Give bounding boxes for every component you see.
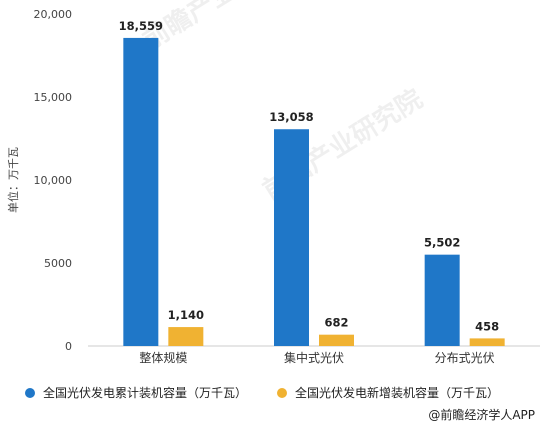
data-label: 18,559 <box>119 19 163 33</box>
bar-series1-0 <box>123 37 159 347</box>
y-tick-label: 10,000 <box>34 174 73 187</box>
data-label: 13,058 <box>269 110 313 124</box>
legend-label-series2: 全国光伏发电新增装机容量（万千瓦） <box>295 385 499 400</box>
y-axis-ticks: 0 5000 10,000 15,000 20,000 <box>34 8 73 353</box>
legend-marker-series1 <box>25 388 35 398</box>
bar-series2-0 <box>168 327 204 346</box>
data-label: 1,140 <box>168 308 204 322</box>
data-label: 5,502 <box>424 236 460 250</box>
data-label: 682 <box>324 316 348 330</box>
x-axis-categories: 整体规模 集中式光伏 分布式光伏 <box>139 350 494 365</box>
legend: 全国光伏发电累计装机容量（万千瓦） 全国光伏发电新增装机容量（万千瓦） <box>25 385 499 400</box>
bar-series2-1 <box>319 334 354 346</box>
legend-marker-series2 <box>277 388 287 398</box>
y-tick-label: 15,000 <box>34 91 73 104</box>
y-axis-label: 单位：万千瓦 <box>6 147 20 213</box>
bar-series1-2 <box>424 254 460 346</box>
y-tick-label: 0 <box>65 340 72 353</box>
x-tick-label: 集中式光伏 <box>284 350 344 365</box>
x-tick-label: 分布式光伏 <box>435 351 495 365</box>
y-tick-label: 20,000 <box>34 8 73 21</box>
y-tick-label: 5000 <box>44 257 72 270</box>
legend-label-series1: 全国光伏发电累计装机容量（万千瓦） <box>43 385 247 400</box>
credit-text: @前瞻经济学人APP <box>428 407 535 422</box>
x-tick-label: 整体规模 <box>139 350 187 365</box>
bar-series1-1 <box>274 129 309 346</box>
bar-series2-2 <box>469 338 505 346</box>
data-label: 458 <box>475 319 499 333</box>
bars: 18,559 1,140 13,058 682 5,502 458 <box>119 19 505 347</box>
